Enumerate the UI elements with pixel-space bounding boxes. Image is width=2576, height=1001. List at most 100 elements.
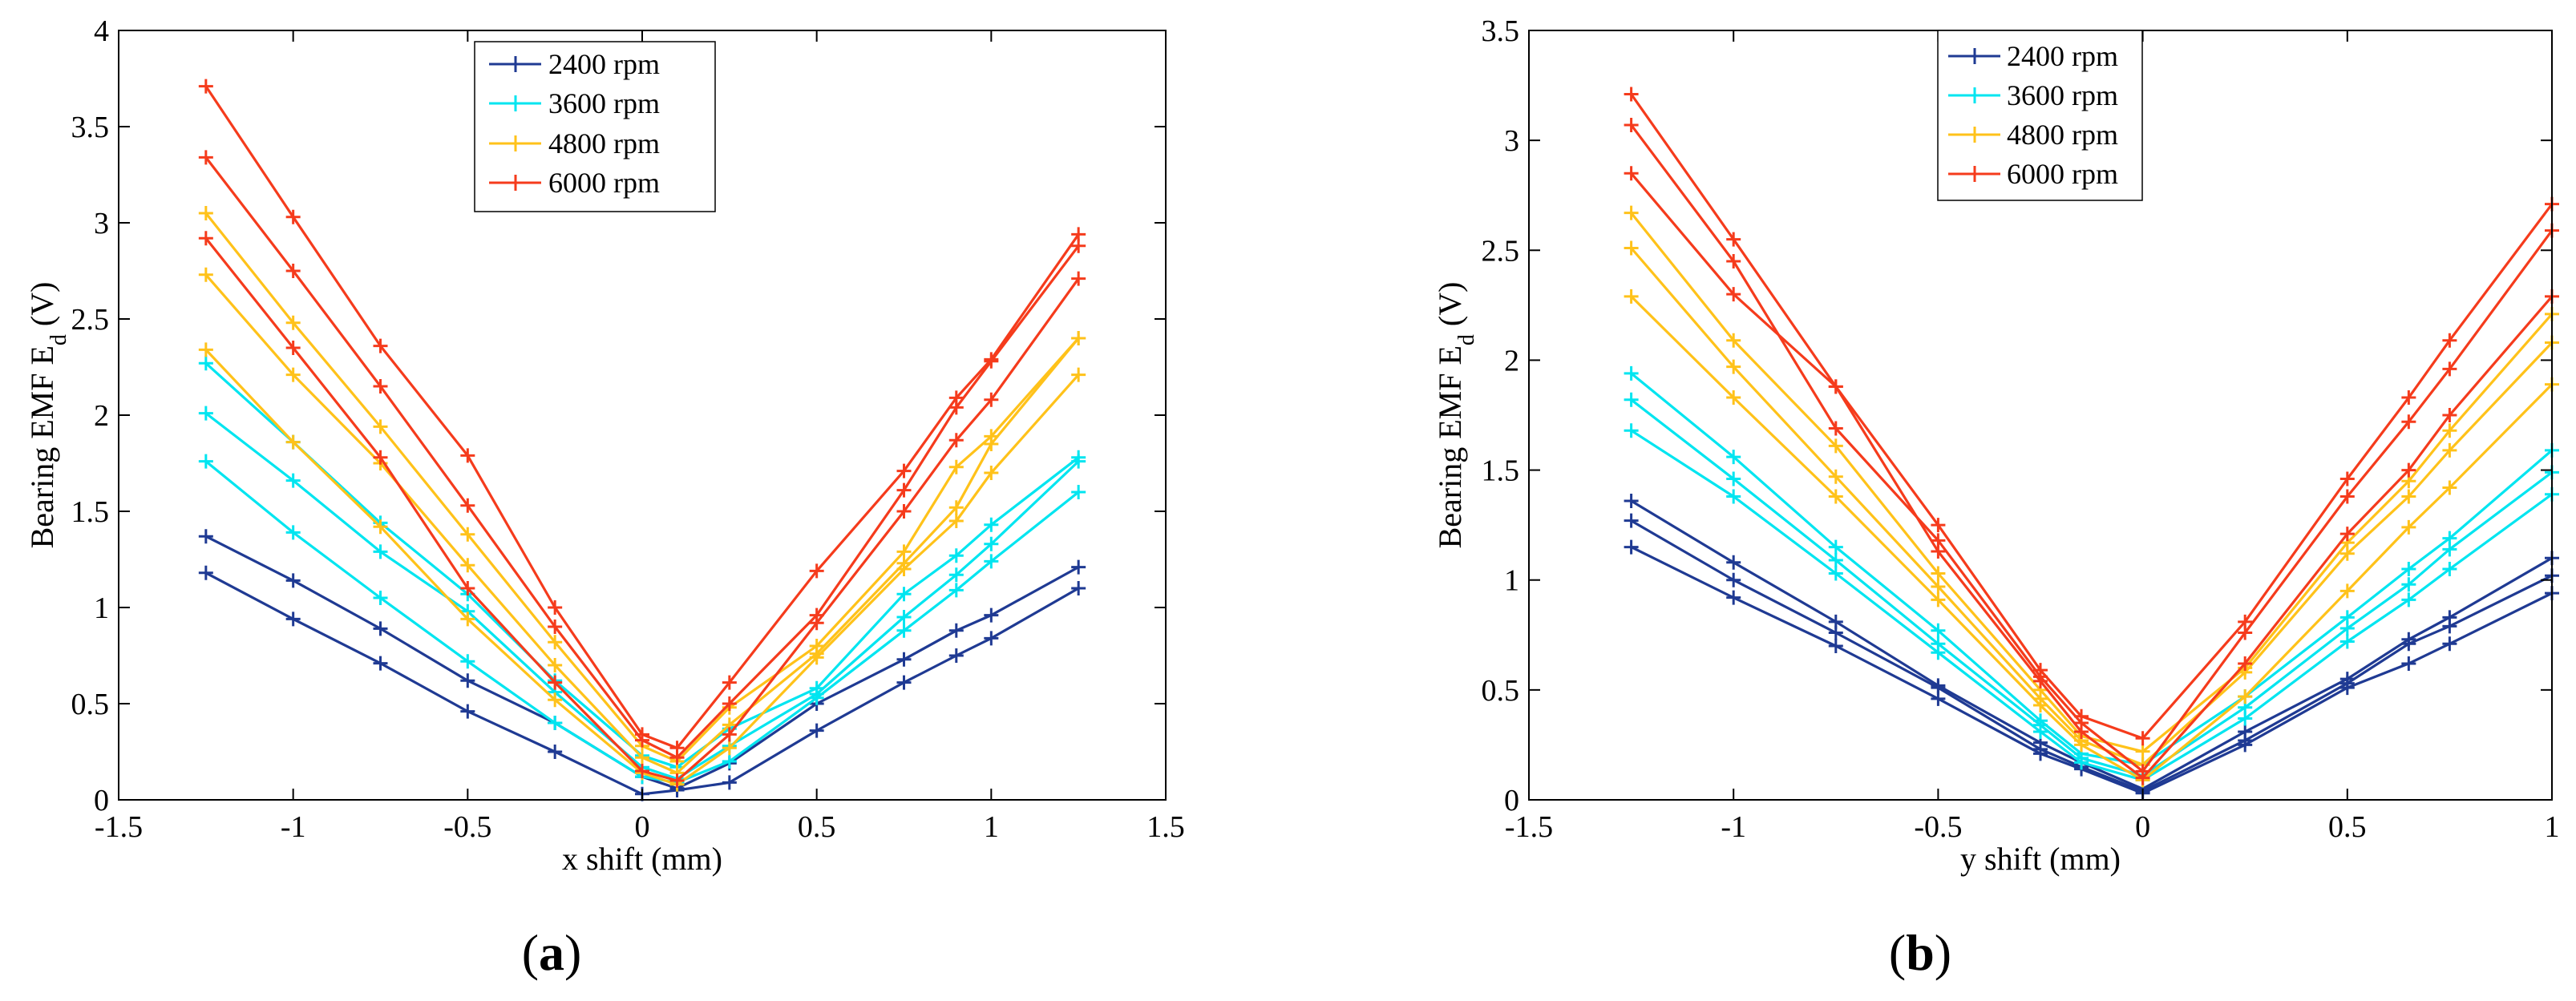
chart-b-x-tick-label-2: -0.5 — [1914, 810, 1962, 844]
chart-b-point-6000-10-1 — [1726, 254, 1741, 268]
chart-b-point-2400-2-3 — [1931, 691, 1946, 706]
chart-a-x-tick-label-0: -1.5 — [95, 810, 143, 844]
chart-a-point-4800-6-0 — [198, 267, 213, 282]
chart-b-point-2400-2-4 — [2033, 746, 2048, 761]
chart-a-legend-marker-4800 — [508, 135, 524, 151]
chart-b-point-6000-10-10 — [2442, 361, 2457, 377]
chart-b-point-4800-7-9 — [2401, 489, 2416, 504]
chart-b-legend-marker-6000 — [1967, 166, 1983, 182]
chart-a-point-3600-4-9 — [896, 623, 912, 638]
chart-b-legend-item-2400: 2400 rpm — [1948, 40, 2118, 72]
chart-b-series-line-3600-5 — [1630, 429, 2553, 781]
chart-a-point-6000-8-4 — [548, 600, 563, 615]
chart-b-point-4800-6-1 — [1726, 333, 1741, 348]
chart-a-point-3600-4-3 — [460, 654, 475, 669]
chart-a-point-3600-4-2 — [373, 591, 388, 605]
chart-b-point-3600-4-9 — [2401, 577, 2416, 592]
chart-b-point-2400-0-1 — [1726, 555, 1741, 570]
chart-a-series-3600-2 — [198, 356, 1086, 775]
chart-a-point-4800-7-10 — [948, 514, 964, 528]
chart-a-series-line-4800-6 — [204, 273, 1080, 775]
chart-a-point-6000-8-2 — [373, 338, 388, 353]
chart-b-point-6000-9-3 — [1931, 518, 1946, 533]
chart-b-point-3600-5-9 — [2401, 592, 2416, 607]
chart-b-point-2400-2-1 — [1726, 590, 1741, 605]
chart-b-legend-label-2400: 2400 rpm — [2007, 40, 2118, 72]
chart-a-legend-marker-6000 — [508, 175, 524, 191]
chart-a-legend-label-4800: 4800 rpm — [548, 127, 660, 159]
chart-a-point-2400-1-4 — [548, 745, 563, 759]
chart-a-point-3600-4-10 — [948, 583, 964, 598]
chart-b-point-4800-8-3 — [1931, 592, 1946, 607]
chart-a-x-tick-label-6: 1.5 — [1146, 810, 1185, 844]
chart-a-legend-marker-3600 — [508, 95, 524, 111]
chart-a-point-4800-6-5 — [635, 750, 649, 765]
chart-b-point-6000-9-9 — [2401, 390, 2416, 406]
chart-b-point-4800-6-2 — [1828, 438, 1843, 454]
chart-a-x-shift: -1.5 -1 -0.5 0 0.5 1 1.5 0 0.5 1 1.5 2 2.5 3 3.5 4 x sh… — [24, 14, 1185, 981]
chart-b-point-6000-9-6 — [2135, 731, 2150, 746]
chart-b-y-tick-label-2: 1 — [1504, 564, 1519, 598]
chart-b-point-4800-8-2 — [1828, 489, 1843, 504]
chart-b-point-2400-2-8 — [2339, 680, 2355, 696]
chart-b-series-line-3600-4 — [1630, 398, 2553, 777]
chart-a-point-6000-10-7 — [722, 727, 737, 742]
chart-a-point-2400-1-11 — [984, 631, 999, 646]
chart-a-y-tick-label-7: 3.5 — [71, 111, 110, 144]
chart-a-point-6000-9-12 — [1071, 238, 1086, 253]
chart-b-point-2400-1-10 — [2442, 619, 2457, 634]
chart-b-point-4800-8-4 — [2033, 698, 2048, 713]
chart-b-point-4800-7-1 — [1726, 359, 1741, 374]
chart-b-point-4800-8-5 — [2074, 737, 2089, 753]
chart-a-point-2400-0-2 — [373, 621, 388, 636]
chart-a-x-tick-label-4: 0.5 — [798, 810, 836, 844]
chart-a-point-4800-6-4 — [548, 658, 563, 672]
chart-b-point-6000-9-0 — [1624, 87, 1639, 102]
chart-a-point-6000-10-2 — [373, 450, 388, 465]
chart-b-series-3600-4 — [1624, 392, 2559, 783]
chart-b-legend-marker-4800 — [1967, 127, 1983, 143]
chart-b-series-line-2400-2 — [1630, 546, 2553, 795]
chart-a-point-3600-2-11 — [984, 517, 999, 532]
chart-a-point-3600-3-2 — [373, 544, 388, 559]
chart-a-point-6000-10-0 — [198, 231, 213, 246]
chart-a-legend-label-2400: 2400 rpm — [548, 48, 660, 80]
chart-b-point-4800-7-10 — [2442, 442, 2457, 458]
chart-a-point-6000-9-4 — [548, 620, 563, 634]
chart-b-series-line-6000-11 — [1630, 172, 2554, 780]
chart-b-point-2400-2-9 — [2401, 656, 2416, 671]
chart-a-point-2400-1-0 — [198, 565, 213, 580]
chart-b-y-tick-label-6: 3 — [1504, 124, 1519, 158]
chart-a-point-4800-7-0 — [198, 342, 213, 357]
chart-b-point-2400-1-2 — [1828, 625, 1843, 640]
chart-b-x-tick-label-0: -1.5 — [1505, 810, 1553, 844]
chart-b-point-4800-8-10 — [2442, 480, 2457, 495]
chart-a-point-3600-4-8 — [809, 690, 824, 705]
chart-a-legend: 2400 rpm 3600 rpm 4800 rpm 6000 rpm — [474, 41, 716, 212]
chart-a-point-3600-3-10 — [948, 567, 964, 583]
chart-b-series-line-3600-3 — [1630, 372, 2554, 766]
chart-a-point-4800-7-11 — [984, 466, 999, 480]
chart-b-series-line-6000-9 — [1630, 93, 2554, 740]
chart-a-point-6000-9-11 — [984, 353, 999, 369]
chart-b-y-tick-label-0: 0 — [1504, 784, 1519, 817]
chart-b-legend-item-6000: 6000 rpm — [1948, 158, 2118, 190]
chart-b-legend-item-3600: 3600 rpm — [1948, 79, 2118, 111]
chart-b-series-line-2400-0 — [1630, 499, 2553, 790]
chart-a-point-2400-1-10 — [948, 648, 964, 663]
chart-a-y-axis-label: Bearing EMF Ed (V) — [24, 282, 71, 549]
chart-a-point-2400-1-12 — [1071, 581, 1086, 595]
chart-a-point-4800-5-3 — [460, 527, 475, 542]
chart-b-series-line-6000-10 — [1630, 123, 2554, 773]
chart-a-y-tick-label-8: 4 — [94, 14, 109, 48]
chart-a-point-4800-5-1 — [285, 315, 301, 330]
chart-b-point-3600-5-3 — [1931, 645, 1946, 660]
chart-b-series-line-4800-7 — [1630, 247, 2554, 766]
chart-a-point-2400-1-3 — [460, 704, 475, 719]
chart-a-point-2400-1-2 — [373, 656, 388, 671]
chart-b-series-line-4800-8 — [1630, 295, 2554, 781]
chart-b-point-6000-10-7 — [2238, 625, 2253, 640]
chart-b-legend-marker-3600 — [1967, 87, 1983, 103]
chart-b-point-3600-4-8 — [2339, 621, 2355, 636]
chart-a-point-4800-5-10 — [948, 459, 964, 474]
